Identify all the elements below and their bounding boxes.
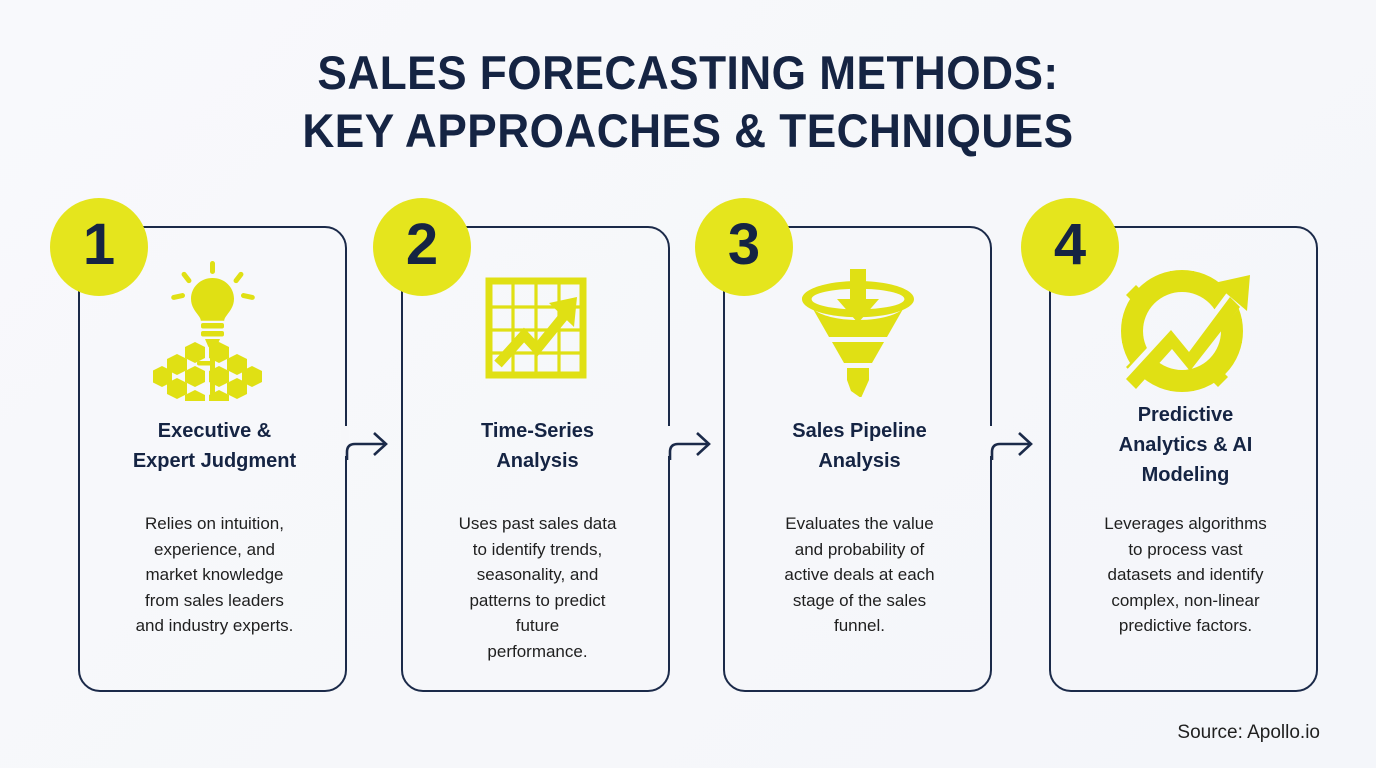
card-4-description: Leverages algorithms to process vast dat… <box>1065 511 1306 639</box>
grid-chart-trend-up-icon <box>403 256 668 406</box>
card-4-title-line-1: Predictive <box>1137 404 1234 426</box>
card-3-step-number: 3 <box>727 212 761 277</box>
card-1-title-line-1: Executive & <box>157 420 272 442</box>
card-1-description: Relies on intuition, experience, and mar… <box>94 511 335 639</box>
card-1-step-badge: 1 <box>50 198 148 296</box>
method-card-3[interactable]: 3 <box>695 198 994 692</box>
card-3-title-line-2: Analysis <box>818 450 901 472</box>
card-4-body-line: to process vast <box>1128 539 1243 559</box>
card-3-border-gap <box>986 426 994 456</box>
page-title: SALES FORECASTING METHODS: KEY APPROACHE… <box>0 44 1376 160</box>
card-3-body-line: funnel. <box>833 616 886 635</box>
card-2-step-number: 2 <box>405 212 439 277</box>
card-4-body-line: predictive factors. <box>1118 616 1253 635</box>
gear-trend-up-icon <box>1051 256 1316 406</box>
card-3-description: Evaluates the value and probability of a… <box>739 511 980 639</box>
card-4-body-line: Leverages algorithms <box>1104 514 1267 533</box>
card-1-body-line: Relies on intuition, <box>145 514 284 533</box>
brain-lightbulb-icon <box>80 256 345 406</box>
card-3-title-line-1: Sales Pipeline <box>792 420 927 442</box>
card-2-body-line: to identify trends, <box>472 539 603 559</box>
card-2-body-line: seasonality, and <box>476 565 599 584</box>
card-2-body-line: Uses past sales data <box>458 514 617 533</box>
card-4-step-number: 4 <box>1053 212 1087 277</box>
card-1-body-line: experience, and <box>154 539 275 559</box>
card-3-body-line: Evaluates the value <box>785 514 934 533</box>
funnel-down-arrow-icon <box>725 256 990 406</box>
card-4-step-badge: 4 <box>1021 198 1119 296</box>
card-3-body-line: active deals at each <box>784 565 935 584</box>
card-4-body-line: datasets and identify <box>1107 565 1264 584</box>
connector-arrow-1-to-2 <box>340 422 396 467</box>
card-3-body-line: and probability of <box>794 539 925 559</box>
connector-arrow-3-to-4 <box>985 422 1041 467</box>
connector-arrow-2-to-3 <box>663 422 719 467</box>
card-3-body-line: stage of the sales <box>792 590 927 610</box>
card-4-title-line-2: Analytics & AI <box>1118 434 1253 456</box>
card-4-body-line: complex, non-linear <box>1111 590 1260 610</box>
card-2-title-line-1: Time-Series <box>480 420 595 442</box>
card-2-body-line: patterns to predict <box>469 590 606 610</box>
card-1-border-gap <box>341 426 349 456</box>
page-title-line-2: KEY APPROACHES & TECHNIQUES <box>302 104 1074 157</box>
card-2-body-line: future <box>515 616 560 635</box>
card-2-body-line: performance. <box>487 641 588 661</box>
card-1-title: Executive & Expert Judgment <box>94 416 335 476</box>
card-1-body-line: and industry experts. <box>135 616 294 635</box>
card-4-title-line-3: Modeling <box>1141 464 1230 486</box>
card-2-title-line-2: Analysis <box>496 450 579 472</box>
card-4-title: Predictive Analytics & AI Modeling <box>1065 400 1306 490</box>
card-2-description: Uses past sales data to identify trends,… <box>417 511 658 664</box>
card-1-title-line-2: Expert Judgment <box>132 450 297 472</box>
card-1-step-number: 1 <box>82 212 116 277</box>
card-3-title: Sales Pipeline Analysis <box>739 416 980 476</box>
method-cards-row: 1 <box>50 198 1318 692</box>
card-1-body-line: from sales leaders <box>145 590 284 610</box>
card-1-body-line: market knowledge <box>145 565 284 584</box>
card-3-step-badge: 3 <box>695 198 793 296</box>
source-attribution: Source: Apollo.io <box>1177 722 1320 743</box>
page-title-line-1: SALES FORECASTING METHODS: <box>317 46 1059 99</box>
method-card-2[interactable]: 2 <box>373 198 672 692</box>
card-2-title: Time-Series Analysis <box>417 416 658 476</box>
card-2-step-badge: 2 <box>373 198 471 296</box>
method-card-1[interactable]: 1 <box>50 198 349 692</box>
card-2-border-gap <box>664 426 672 456</box>
method-card-4[interactable]: 4 <box>1021 198 1318 692</box>
